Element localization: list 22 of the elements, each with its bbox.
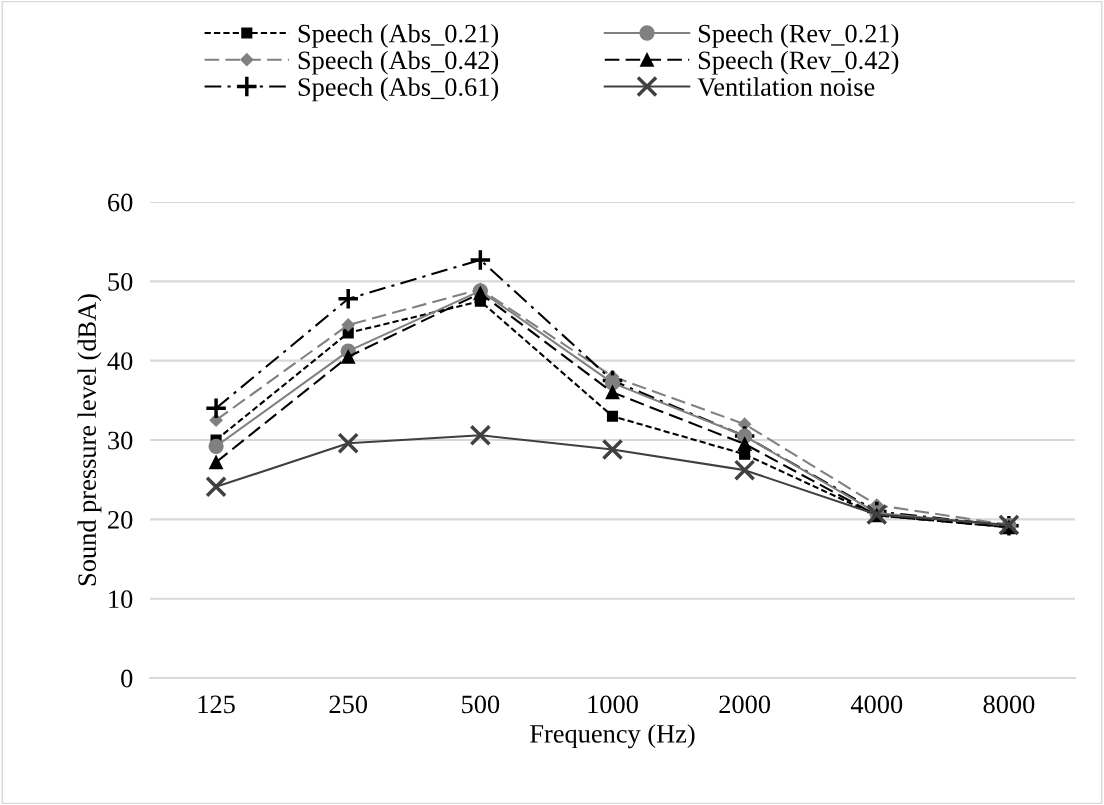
legend-label: Ventilation noise xyxy=(697,77,875,97)
y-tick-label: 60 xyxy=(108,193,133,212)
y-axis-title: Sound pressure level (dBA) xyxy=(77,294,102,586)
y-tick-label: 10 xyxy=(109,590,133,609)
legend-label: Speech (Rev_0.21) xyxy=(698,23,899,48)
legend-label: Speech (Abs_0.21) xyxy=(298,23,499,48)
x-tick-label: 1000 xyxy=(588,695,638,714)
y-tick-label: 40 xyxy=(107,352,133,371)
x-axis-title: Frequency (Hz) xyxy=(530,724,695,749)
y-tick-label: 20 xyxy=(108,510,133,529)
legend-label: Speech (Abs_0.61) xyxy=(298,77,499,102)
legend-label: Speech (Abs_0.42) xyxy=(298,50,499,75)
x-tick-label: 250 xyxy=(329,695,367,714)
x-tick-label: 4000 xyxy=(850,695,903,714)
y-tick-label: 50 xyxy=(108,272,133,291)
x-tick-label: 2000 xyxy=(719,695,771,714)
legend-label: Speech (Rev_0.42) xyxy=(698,50,899,75)
y-tick-label: 30 xyxy=(108,431,133,450)
x-tick-label: 500 xyxy=(462,695,500,714)
x-tick-label: 125 xyxy=(198,695,235,714)
x-tick-label: 8000 xyxy=(983,695,1035,714)
y-tick-label: 0 xyxy=(121,669,133,688)
